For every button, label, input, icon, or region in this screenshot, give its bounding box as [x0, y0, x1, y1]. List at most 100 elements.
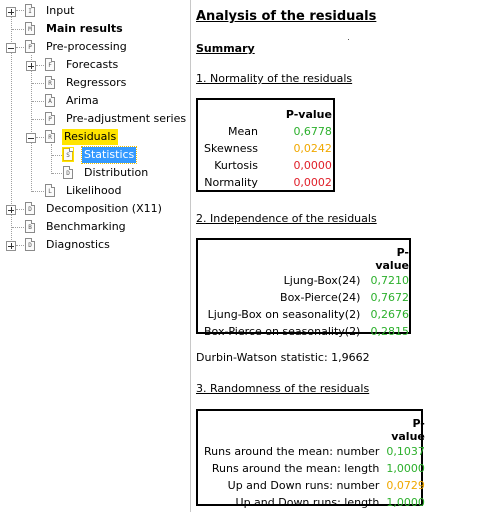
stat-value: 0,0242 — [293, 142, 332, 155]
independence-heading: 2. Independence of the residuals — [196, 212, 377, 225]
tree-item-label[interactable]: Statistics — [80, 146, 138, 164]
document-icon: A — [45, 94, 55, 107]
independence-grid: P-value Ljung-Box(24) 0,7210 Box-Pierce(… — [204, 246, 409, 340]
tree-item-label[interactable]: Main results — [46, 22, 123, 35]
stat-name: Mean — [227, 125, 258, 138]
tree-item-benchmarking[interactable]: B Benchmarking — [0, 219, 190, 237]
table-row: Skewness 0,0242 — [204, 140, 332, 157]
summary-heading: Summary — [196, 42, 255, 55]
tree-item-label[interactable]: Decomposition (X11) — [46, 202, 162, 215]
tree-item-label[interactable]: Distribution — [84, 166, 149, 179]
tree-item-label[interactable]: Residuals — [62, 129, 119, 145]
tree-connector — [36, 65, 44, 66]
stat-name: Box-Pierce(24) — [280, 291, 361, 304]
report-panel: Analysis of the residuals Summary 1. Nor… — [191, 0, 504, 512]
document-icon: D — [63, 166, 73, 179]
stat-value: 0,2676 — [370, 308, 410, 321]
tree-connector — [36, 137, 44, 138]
expand-icon[interactable] — [6, 205, 16, 215]
table-row: Runs around the mean: length 1,0000 — [204, 460, 425, 477]
document-icon: M — [25, 22, 35, 35]
table-row: Up and Down runs: number 0,0729 — [204, 477, 425, 494]
tree-item-distribution[interactable]: D Distribution — [0, 165, 190, 183]
stat-value: 1,0000 — [386, 496, 425, 509]
table-row: Ljung-Box on seasonality(2) 0,2676 — [204, 306, 409, 323]
tree-connector — [16, 209, 24, 210]
tree-connector — [52, 173, 64, 174]
expand-icon[interactable] — [6, 7, 16, 17]
tree-connector — [31, 55, 32, 192]
tree-item-label[interactable]: Pre-processing — [46, 40, 127, 53]
stat-name: Box-Pierce on seasonality(2) — [204, 325, 361, 338]
tree-item-label[interactable]: Arima — [66, 94, 99, 107]
tree-item-label[interactable]: Regressors — [66, 76, 127, 89]
stat-name: Ljung-Box on seasonality(2) — [207, 308, 361, 321]
stat-name: Kurtosis — [214, 159, 258, 172]
tree-connector — [32, 101, 44, 102]
tree-item-label[interactable]: Pre-adjustment series — [66, 112, 187, 125]
stat-name: Skewness — [204, 142, 258, 155]
stat-value: 0,0729 — [386, 479, 425, 492]
tree-item-diagnostics[interactable]: D Diagnostics — [0, 237, 190, 255]
tree-connector — [51, 144, 52, 174]
tree-connector — [52, 155, 64, 156]
tree-connector — [12, 227, 24, 228]
document-icon: R — [45, 130, 55, 143]
normality-table: P-value Mean 0,6778 Skewness 0,0242 Kurt… — [196, 98, 335, 192]
stat-value: 1,0000 — [386, 462, 425, 475]
document-icon: D — [25, 202, 35, 215]
tree-item-decomposition[interactable]: D Decomposition (X11) — [0, 201, 190, 219]
independence-table: P-value Ljung-Box(24) 0,7210 Box-Pierce(… — [196, 238, 411, 338]
document-icon: S — [63, 148, 73, 161]
tree-item-arima[interactable]: A Arima — [0, 93, 190, 111]
document-icon: L — [45, 184, 55, 197]
stat-name: Runs around the mean: length — [211, 462, 380, 475]
tree-item-regressors[interactable]: R Regressors — [0, 75, 190, 93]
stat-name: Normality — [204, 176, 258, 189]
randomness-grid: P-value Runs around the mean: number 0,1… — [204, 417, 425, 511]
table-row: Mean 0,6778 — [204, 123, 332, 140]
tree-connector — [16, 10, 24, 11]
tree-item-preprocessing[interactable]: P Pre-processing — [0, 39, 190, 57]
tree-item-forecasts[interactable]: F Forecasts — [0, 57, 190, 75]
tree-item-statistics[interactable]: S Statistics — [0, 146, 190, 165]
stat-name: Up and Down runs: length — [235, 496, 380, 509]
tree-item-likelihood[interactable]: L Likelihood — [0, 183, 190, 201]
tree-item-preadjustment[interactable]: P Pre-adjustment series — [0, 111, 190, 129]
durbin-watson-statistic: Durbin-Watson statistic: 1,9662 — [196, 351, 370, 364]
tree-item-label[interactable]: Diagnostics — [46, 238, 110, 251]
tree-connector — [32, 191, 44, 192]
collapse-icon[interactable] — [26, 133, 36, 143]
expand-icon[interactable] — [26, 61, 36, 71]
stat-name: Runs around the mean: number — [204, 445, 380, 458]
tree-item-input[interactable]: I Input — [0, 3, 190, 21]
collapse-icon[interactable] — [6, 43, 16, 53]
stat-value: 0,7672 — [370, 291, 410, 304]
tree-connector — [16, 47, 24, 48]
document-icon: F — [45, 58, 55, 71]
tree-item-label[interactable]: Forecasts — [66, 58, 119, 71]
table-row: Box-Pierce(24) 0,7672 — [204, 289, 409, 306]
navigation-tree: I Input M Main results P Pre-processing … — [0, 0, 191, 512]
normality-grid: P-value Mean 0,6778 Skewness 0,0242 Kurt… — [204, 106, 332, 191]
tree-item-label[interactable]: Likelihood — [66, 184, 122, 197]
tree-connector — [12, 29, 24, 30]
tree-item-main-results[interactable]: M Main results — [0, 21, 190, 39]
stat-value: 0,2815 — [370, 325, 410, 338]
tree-item-label[interactable]: Benchmarking — [46, 220, 126, 233]
table-row: Kurtosis 0,0000 — [204, 157, 332, 174]
stat-name: Ljung-Box(24) — [283, 274, 361, 287]
randomness-heading: 3. Randomness of the residuals — [196, 382, 370, 395]
tree-item-residuals[interactable]: R Residuals — [0, 129, 190, 147]
report-title: Analysis of the residuals — [196, 9, 377, 24]
tree-connector — [11, 16, 12, 246]
table-row: Runs around the mean: number 0,1037 — [204, 443, 425, 460]
expand-icon[interactable] — [6, 241, 16, 251]
document-icon: D — [25, 238, 35, 251]
tree-connector — [32, 119, 44, 120]
stat-value: 0,6778 — [293, 125, 332, 138]
pvalue-header: P-value — [285, 108, 332, 121]
stat-value: 0,0002 — [293, 176, 332, 189]
tree-item-label[interactable]: Input — [46, 4, 75, 17]
table-row: Normality 0,0002 — [204, 174, 332, 191]
